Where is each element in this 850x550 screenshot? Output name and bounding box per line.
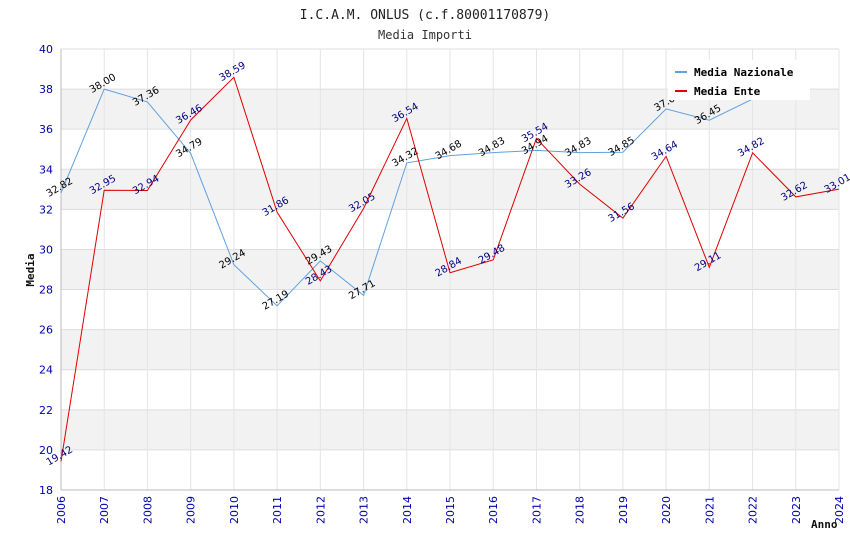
x-tick-label: 2020 — [660, 496, 673, 524]
x-tick-label: 2010 — [228, 496, 241, 524]
x-tick-label: 2019 — [617, 496, 630, 524]
data-label: 34.85 — [606, 135, 636, 159]
x-tick-label: 2018 — [574, 496, 587, 524]
y-tick-label: 20 — [39, 444, 53, 457]
x-tick-label: 2006 — [55, 496, 68, 524]
grid-lines — [60, 48, 840, 491]
legend-entry: Media Ente — [694, 85, 761, 98]
y-tick-label: 40 — [39, 43, 53, 56]
x-tick-label: 2017 — [530, 496, 543, 524]
x-tick-label: 2021 — [703, 496, 716, 524]
y-axis-ticks: 18 20 22 24 26 28 30 32 34 36 38 40 — [39, 43, 53, 497]
series-line-media-ente — [60, 76, 840, 462]
series-lines — [60, 76, 840, 462]
y-tick-label: 26 — [39, 324, 53, 337]
x-tick-label: 2008 — [141, 496, 154, 524]
legend-entry: Media Nazionale — [694, 66, 794, 79]
x-tick-label: 2007 — [98, 496, 111, 524]
y-tick-label: 38 — [39, 83, 53, 96]
x-tick-label: 2009 — [185, 496, 198, 524]
y-tick-label: 22 — [39, 404, 53, 417]
x-axis-label: Anno — [811, 518, 838, 531]
legend: Media Nazionale Media Ente — [668, 60, 810, 100]
y-tick-label: 24 — [39, 364, 53, 377]
chart-title: I.C.A.M. ONLUS (c.f.80001170879) — [300, 8, 550, 23]
y-tick-label: 34 — [39, 163, 53, 176]
chart-subtitle: Media Importi — [378, 28, 472, 42]
x-tick-label: 2023 — [790, 496, 803, 524]
y-tick-label: 32 — [39, 203, 53, 216]
x-tick-label: 2016 — [487, 496, 500, 524]
x-tick-label: 2015 — [444, 496, 457, 524]
x-tick-label: 2024 — [833, 496, 846, 524]
data-label: 34.68 — [434, 139, 464, 163]
data-label: 27.19 — [261, 289, 291, 313]
y-tick-label: 30 — [39, 243, 53, 256]
data-label: 34.64 — [650, 139, 680, 163]
x-axis-ticks: 2006 2007 2008 2009 2010 2011 2012 2013 2014 2015… — [55, 496, 846, 524]
y-tick-label: 18 — [39, 484, 53, 497]
x-tick-label: 2014 — [401, 496, 414, 524]
data-label: 34.83 — [563, 136, 593, 160]
series-line-media-nazionale — [60, 88, 753, 307]
y-tick-label: 36 — [39, 123, 53, 136]
y-tick-label: 28 — [39, 284, 53, 297]
x-tick-label: 2022 — [747, 496, 760, 524]
x-tick-label: 2011 — [271, 496, 284, 524]
x-tick-label: 2012 — [314, 496, 327, 524]
data-label: 38.59 — [217, 60, 247, 84]
legend-box — [668, 60, 810, 100]
x-tick-label: 2013 — [358, 496, 371, 524]
y-axis-label: Media — [24, 253, 37, 286]
data-label: 34.83 — [477, 136, 507, 160]
